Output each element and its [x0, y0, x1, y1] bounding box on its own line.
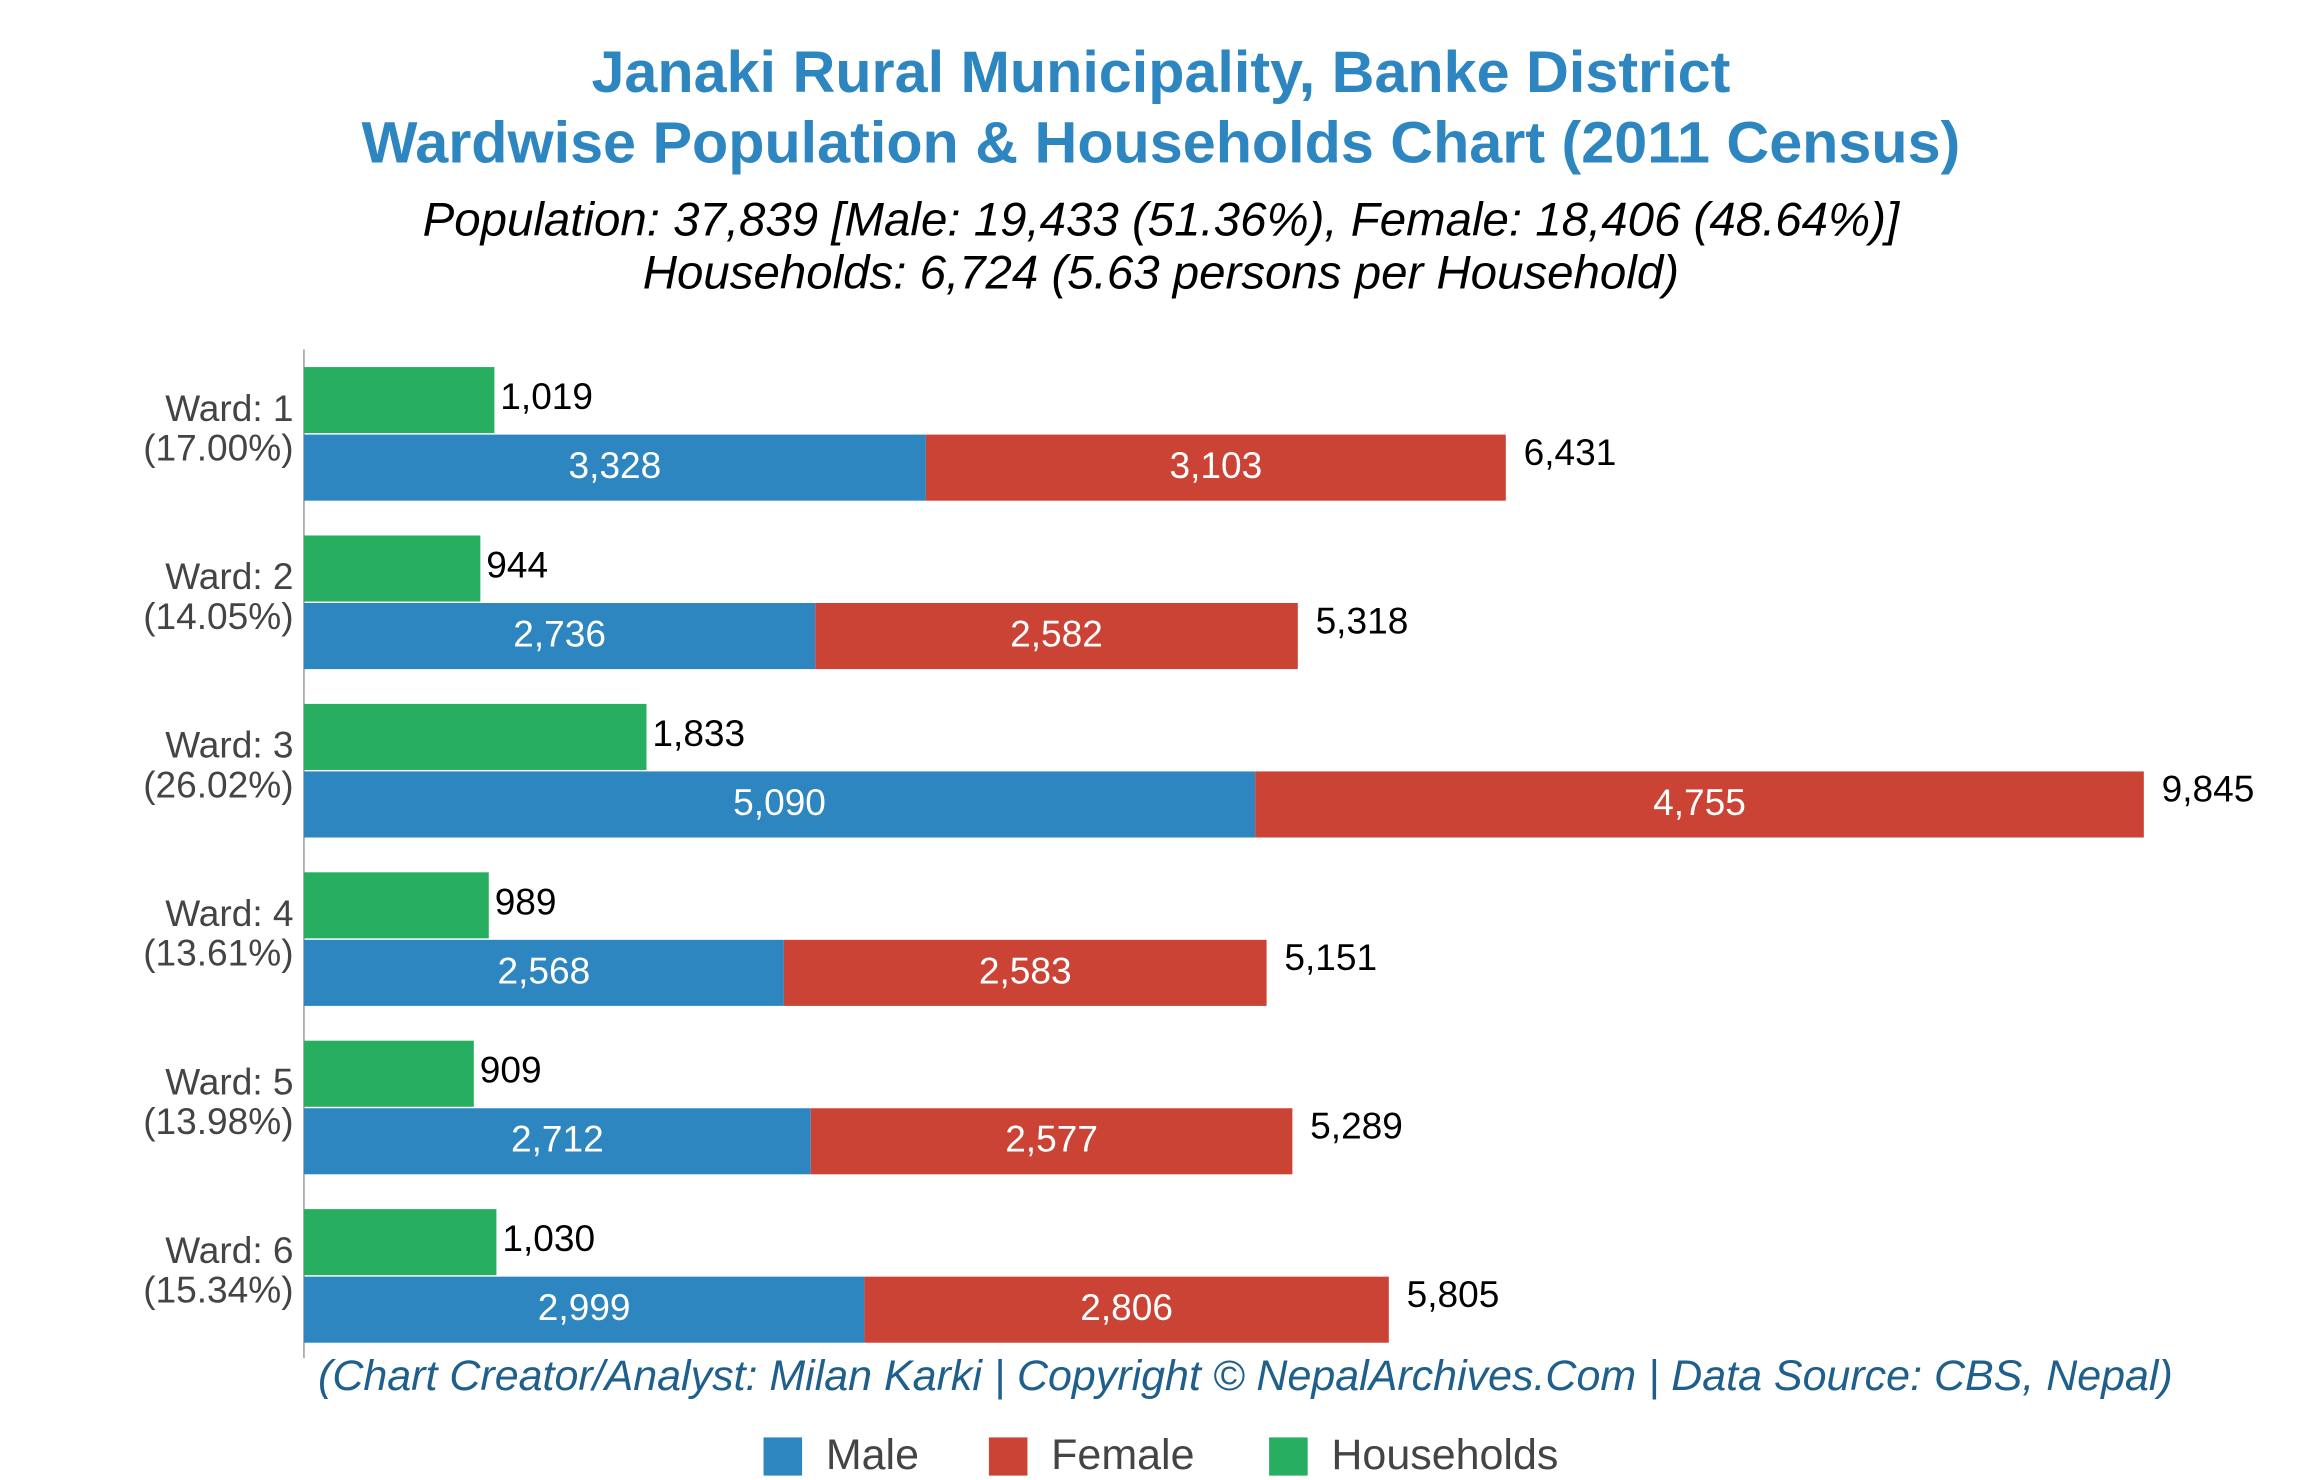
y-tick-label: Ward: 2	[165, 556, 293, 597]
data-label: 909	[480, 1050, 542, 1091]
data-label: 2,736	[513, 614, 606, 655]
bar	[925, 434, 1506, 501]
chart-title: Janaki Rural Municipality, Banke Distric…	[591, 39, 1730, 105]
y-tick-label: Ward: 6	[165, 1230, 293, 1271]
data-label: 2,806	[1080, 1287, 1173, 1328]
bar	[1255, 771, 2144, 838]
data-label: 2,999	[538, 1287, 631, 1328]
y-tick-label: Ward: 4	[165, 893, 293, 934]
bar	[303, 367, 495, 434]
y-tick-label: (13.98%)	[143, 1101, 293, 1142]
data-label: 2,583	[979, 950, 1072, 991]
y-tick-label: Ward: 5	[165, 1062, 293, 1103]
bar	[303, 1276, 865, 1343]
legend-label: Female	[1051, 1431, 1194, 1479]
data-label: 2,712	[511, 1119, 604, 1160]
subtitle: Population: 37,839 [Male: 19,433 (51.36%…	[423, 194, 1902, 247]
bar	[303, 872, 489, 939]
bar	[303, 603, 816, 670]
bar	[303, 1040, 474, 1107]
total-label: 6,431	[1524, 432, 1617, 473]
data-label: 3,328	[569, 445, 662, 486]
bar	[303, 1209, 497, 1276]
data-label: 2,582	[1010, 614, 1103, 655]
bar	[864, 1276, 1389, 1343]
bar	[303, 939, 784, 1006]
total-label: 5,318	[1316, 600, 1409, 641]
bar	[303, 535, 481, 602]
y-tick-label: (26.02%)	[143, 764, 293, 805]
data-label: 2,568	[498, 950, 591, 991]
bar	[810, 1108, 1293, 1175]
data-label: 989	[495, 881, 557, 922]
total-label: 5,151	[1284, 937, 1377, 978]
bar	[303, 434, 926, 501]
data-label: 2,577	[1005, 1119, 1098, 1160]
legend-label: Male	[826, 1431, 919, 1479]
footer: (Chart Creator/Analyst: Milan Karki | Co…	[318, 1352, 2173, 1400]
legend-label: Households	[1331, 1431, 1558, 1479]
chart-title: Wardwise Population & Households Chart (…	[361, 110, 1960, 176]
total-label: 5,289	[1310, 1106, 1403, 1147]
data-label: 4,755	[1653, 782, 1746, 823]
bar	[303, 1108, 811, 1175]
y-tick-label: (13.61%)	[143, 933, 293, 974]
y-tick-label: (14.05%)	[143, 596, 293, 637]
y-tick-label: Ward: 3	[165, 725, 293, 766]
data-label: 5,090	[733, 782, 826, 823]
bar	[303, 703, 647, 770]
total-label: 5,805	[1407, 1274, 1500, 1315]
bar	[815, 603, 1298, 670]
data-label: 944	[486, 545, 548, 586]
y-tick-label: (17.00%)	[143, 428, 293, 469]
y-tick-label: Ward: 1	[165, 388, 293, 429]
bar	[303, 771, 1256, 838]
bar	[783, 939, 1267, 1006]
legend-swatch	[988, 1437, 1028, 1476]
legend-swatch	[1269, 1437, 1308, 1476]
data-label: 1,019	[500, 376, 593, 417]
legend-swatch	[763, 1437, 803, 1476]
total-label: 9,845	[2162, 769, 2255, 810]
data-label: 1,833	[652, 713, 745, 754]
subtitle: Households: 6,724 (5.63 persons per Hous…	[643, 247, 1679, 300]
data-label: 1,030	[502, 1218, 595, 1259]
y-tick-label: (15.34%)	[143, 1270, 293, 1311]
data-label: 3,103	[1169, 445, 1262, 486]
